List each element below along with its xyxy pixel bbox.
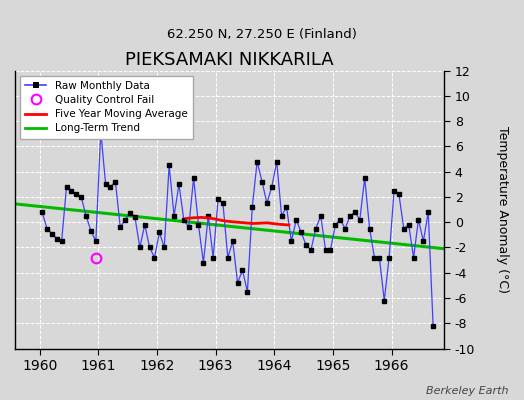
Text: Berkeley Earth: Berkeley Earth — [426, 386, 508, 396]
Title: PIEKSAMAKI NIKKARILA: PIEKSAMAKI NIKKARILA — [125, 51, 334, 69]
Text: 62.250 N, 27.250 E (Finland): 62.250 N, 27.250 E (Finland) — [167, 28, 357, 41]
Y-axis label: Temperature Anomaly (°C): Temperature Anomaly (°C) — [496, 126, 509, 293]
Legend: Raw Monthly Data, Quality Control Fail, Five Year Moving Average, Long-Term Tren: Raw Monthly Data, Quality Control Fail, … — [20, 76, 192, 139]
